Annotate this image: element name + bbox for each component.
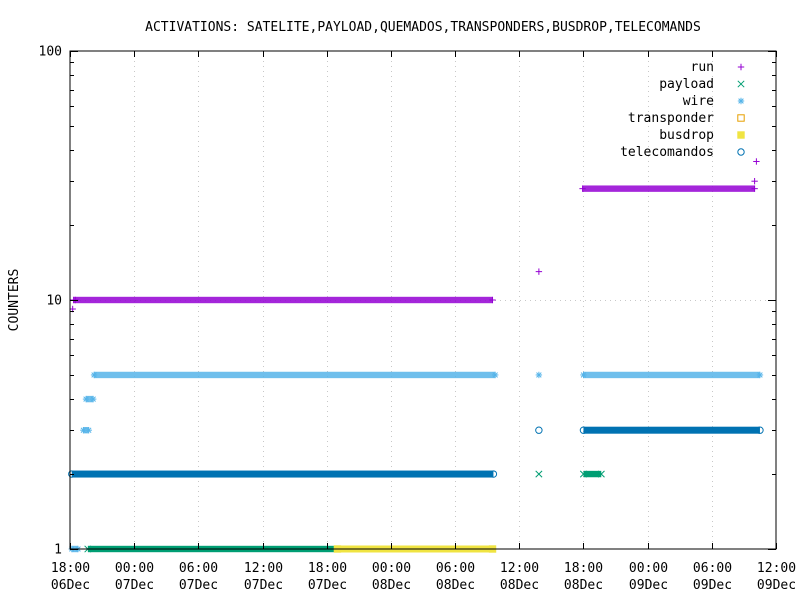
data-point-run	[753, 158, 760, 165]
data-point-wire	[89, 395, 97, 403]
data-point-payload	[535, 470, 543, 478]
x-tick-label: 18:00	[564, 561, 603, 576]
data-point-wire	[756, 371, 764, 379]
series-run	[69, 158, 760, 313]
x-tick-date: 08Dec	[372, 578, 411, 593]
x-tick-label: 18:00	[51, 561, 90, 576]
axis-ticks: 18:00 06Dec 00:00 07Dec 06:00 07Dec 12:00 07Dec…	[39, 45, 797, 594]
x-tick-date: 06Dec	[51, 578, 90, 593]
grid	[70, 51, 776, 549]
data-point-wire	[85, 426, 92, 434]
data-point-run	[751, 177, 758, 185]
data-run-wire	[86, 395, 94, 403]
legend-label: busdrop	[659, 128, 714, 143]
data-run-wire	[94, 371, 496, 379]
data-run-wire	[583, 371, 760, 379]
x-tick-date: 09Dec	[629, 578, 668, 593]
x-tick-date: 07Dec	[179, 578, 218, 593]
data-point-run	[535, 268, 543, 275]
data-run-run	[73, 296, 493, 304]
data-run-run	[582, 185, 755, 192]
plot-area	[68, 158, 764, 553]
x-tick-date: 08Dec	[500, 578, 539, 593]
series-payload	[84, 470, 605, 553]
data-point-wire	[82, 395, 90, 403]
x-tick-label: 00:00	[629, 561, 668, 576]
data-run-telecomandos	[583, 426, 760, 434]
data-point-wire	[80, 426, 87, 434]
data-point-wire	[90, 371, 98, 379]
series-telecomandos	[68, 426, 764, 478]
data-run-payload	[583, 470, 602, 478]
series-wire	[68, 371, 764, 553]
x-tick-date: 09Dec	[693, 578, 732, 593]
legend-marker-payload	[737, 80, 745, 88]
legend-label: transponder	[628, 111, 714, 126]
data-point-wire	[580, 371, 587, 379]
x-tick-date: 07Dec	[308, 578, 347, 593]
legend-marker-busdrop	[737, 131, 745, 139]
y-tick-label: 1	[54, 543, 62, 558]
y-tick-label: 100	[39, 45, 62, 60]
data-point-wire	[492, 371, 499, 379]
x-tick-date: 08Dec	[436, 578, 475, 593]
legend: run payload wire transponder busdrop telecoma…	[620, 60, 745, 160]
x-tick-label: 06:00	[436, 561, 475, 576]
x-tick-date: 07Dec	[244, 578, 283, 593]
legend-item-payload: payload	[659, 77, 745, 92]
data-point-wire	[535, 371, 543, 379]
legend-label: run	[691, 60, 714, 75]
y-axis-label: COUNTERS	[7, 269, 22, 332]
data-point-run	[489, 296, 496, 304]
legend-item-busdrop: busdrop	[659, 128, 745, 143]
legend-item-wire: wire	[683, 94, 745, 109]
legend-item-telecomandos: telecomandos	[620, 145, 745, 160]
legend-marker-run	[737, 63, 745, 71]
data-point-payload	[579, 470, 588, 478]
data-point-telecomandos	[68, 470, 76, 478]
y-tick-label: 10	[46, 294, 62, 309]
data-point-telecomandos	[489, 470, 498, 478]
x-tick-date: 07Dec	[115, 578, 154, 593]
legend-item-run: run	[691, 60, 745, 75]
data-point-telecomandos	[535, 426, 543, 434]
chart-title: ACTIVATIONS: SATELITE,PAYLOAD,QUEMADOS,T…	[145, 20, 701, 35]
x-tick-date: 09Dec	[757, 578, 796, 593]
x-tick-label: 00:00	[115, 561, 154, 576]
legend-marker-transponder	[737, 114, 745, 122]
x-tick-date: 08Dec	[564, 578, 603, 593]
data-point-telecomandos	[756, 426, 764, 434]
data-point-payload	[597, 470, 605, 478]
x-tick-label: 00:00	[372, 561, 411, 576]
x-tick-label: 12:00	[500, 561, 539, 576]
data-point-telecomandos	[579, 426, 588, 434]
data-point-run	[751, 185, 758, 192]
x-tick-label: 12:00	[757, 561, 796, 576]
legend-marker-wire	[737, 97, 745, 105]
data-run-telecomandos	[71, 470, 494, 478]
legend-label: payload	[659, 77, 714, 92]
data-point-run	[579, 185, 586, 192]
legend-marker-telecomandos	[737, 148, 745, 156]
x-tick-label: 06:00	[693, 561, 732, 576]
legend-label: telecomandos	[620, 145, 714, 160]
legend-item-transponder: transponder	[628, 111, 745, 126]
x-tick-label: 18:00	[308, 561, 347, 576]
legend-label: wire	[683, 94, 714, 109]
x-tick-label: 06:00	[179, 561, 218, 576]
x-tick-label: 12:00	[244, 561, 283, 576]
